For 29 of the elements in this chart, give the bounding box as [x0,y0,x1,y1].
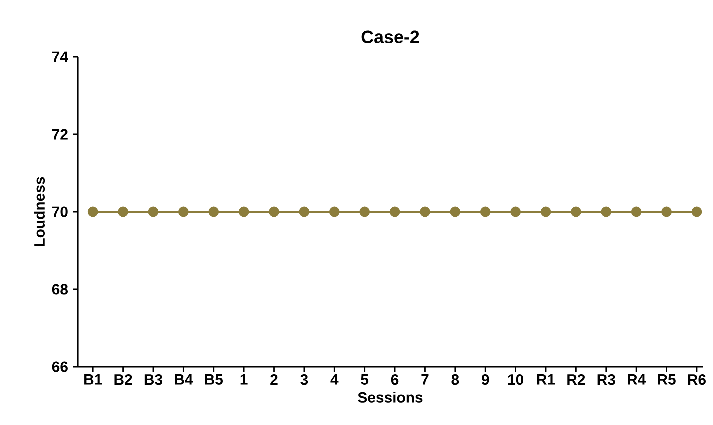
x-tick-label: 2 [270,374,278,385]
x-tick-label: 4 [330,374,339,385]
x-tick-label: R2 [568,374,586,385]
x-tick-label: R5 [658,374,676,385]
y-tick-label: 66 [52,362,68,372]
x-axis-title: Sessions [358,392,423,403]
x-tick-label: R3 [598,374,616,386]
x-tick-label: R4 [628,374,646,385]
x-tick-label: 9 [482,374,490,386]
x-tick-label: 8 [452,374,460,386]
x-tick-label: 5 [361,374,369,385]
x-tick-label: 7 [422,374,429,385]
x-tick-label: R1 [537,374,556,385]
y-tick-label: 70 [52,206,68,218]
chart-title: Case-2 [362,30,420,44]
x-tick-label: 3 [300,374,308,386]
y-tick-label: 68 [52,284,68,295]
y-tick-label: 72 [52,129,68,140]
x-tick-label: B4 [175,374,194,385]
x-tick-label: 6 [391,374,399,386]
x-tick-label: B5 [205,374,223,385]
x-tick-label: B1 [84,374,102,385]
x-tick-label: 1 [240,374,248,385]
x-tick-label: 10 [508,374,524,386]
x-tick-label: B2 [114,374,132,385]
y-axis-title: Loudness [34,177,46,246]
x-tick-label: B3 [144,374,162,386]
x-tick-label: R6 [688,374,706,386]
y-tick-label: 74 [52,52,68,62]
